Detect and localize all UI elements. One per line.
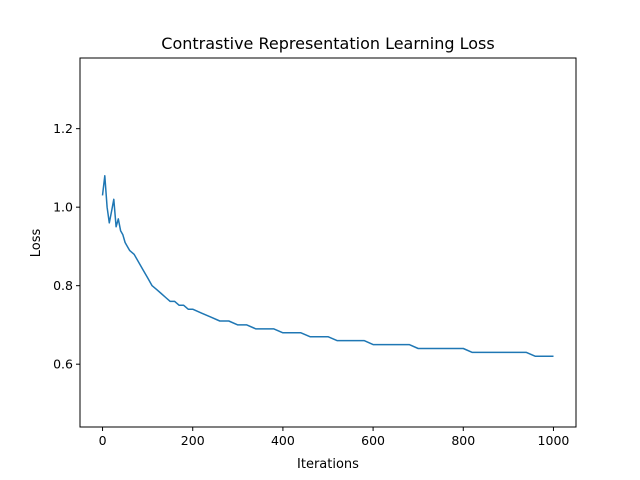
axes-frame: [79, 57, 577, 428]
plot-area: [101, 175, 554, 358]
x-tick-label: 600: [361, 433, 385, 448]
y-axis: 0.6 0.8 1.0 1.2: [53, 121, 80, 372]
loss-series-line: [101, 175, 554, 358]
x-axis: 0 200 400 600 800 1000: [99, 427, 570, 448]
y-tick-label: 1.0: [53, 200, 73, 215]
y-tick-label: 1.2: [53, 121, 73, 136]
y-tick-label: 0.6: [53, 357, 73, 372]
x-axis-label: Iterations: [297, 457, 359, 472]
x-tick-label: 800: [451, 433, 475, 448]
x-tick-label: 200: [181, 433, 205, 448]
y-axis-label: Loss: [29, 229, 44, 258]
x-tick-label: 400: [271, 433, 295, 448]
x-tick-label: 1000: [538, 433, 570, 448]
chart-title: Contrastive Representation Learning Loss: [161, 34, 494, 53]
x-tick-label: 0: [99, 433, 107, 448]
y-tick-label: 0.8: [53, 278, 73, 293]
